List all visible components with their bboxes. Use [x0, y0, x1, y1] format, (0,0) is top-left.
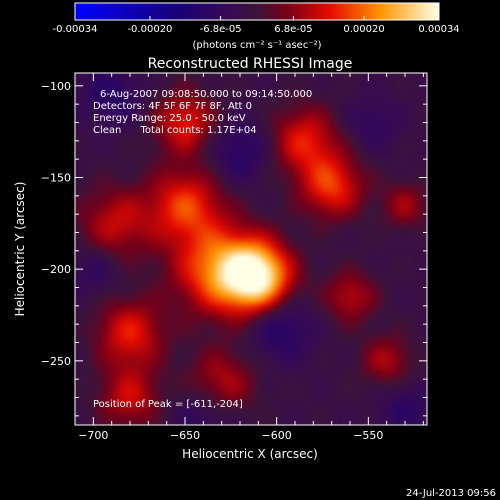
heatmap-image	[75, 73, 427, 425]
colorbar: -0.00034 -0.00020 -6.8e-05 6.8e-05 0.00020 0.…	[53, 2, 460, 51]
plot-area: −700 −650 −600 −550 −100 −150 −200 −250	[41, 72, 428, 442]
info-line-energy: Energy Range: 25.0 - 50.0 keV	[93, 113, 246, 124]
colorbar-tick-label: -0.00034	[53, 24, 98, 35]
y-tick-label: −100	[41, 80, 71, 93]
colorbar-tick-label: -0.00020	[127, 24, 172, 35]
x-tick-label: −650	[170, 429, 200, 442]
y-tick-label: −200	[41, 263, 71, 276]
info-line-time: 6-Aug-2007 09:08:50.000 to 09:14:50.000	[100, 89, 312, 100]
x-tick-label: −600	[262, 429, 292, 442]
y-axis-label: Heliocentric Y (arcsec)	[13, 182, 27, 317]
colorbar-tick-label: 0.00034	[418, 24, 459, 35]
colorbar-gradient	[75, 3, 439, 20]
colorbar-frame	[74, 2, 440, 21]
colorbar-unit-label: (photons cm⁻² s⁻¹ asec⁻²)	[192, 40, 321, 51]
colorbar-tick-label: -6.8e-05	[200, 24, 242, 35]
info-line-detectors: Detectors: 4F 5F 6F 7F 8F, Att 0	[93, 101, 252, 112]
x-tick-label: −700	[78, 429, 108, 442]
x-axis-label: Heliocentric X (arcsec)	[182, 447, 318, 461]
info-line-counts: Clean Total counts: 1.17E+04	[93, 125, 257, 136]
colorbar-tick-label: 6.8e-05	[274, 24, 312, 35]
chart-title: Reconstructed RHESSI Image	[148, 56, 353, 72]
footer-timestamp: 24-Jul-2013 09:56	[406, 488, 496, 499]
info-block: 6-Aug-2007 09:08:50.000 to 09:14:50.000 …	[93, 89, 312, 136]
peak-position-label: Position of Peak = [-611,-204]	[93, 399, 243, 410]
colorbar-tick-label: 0.00020	[343, 24, 384, 35]
plot-frame	[74, 72, 428, 426]
y-tick-label: −150	[41, 172, 71, 185]
y-tick-label: −250	[41, 355, 71, 368]
x-tick-label: −550	[353, 429, 383, 442]
